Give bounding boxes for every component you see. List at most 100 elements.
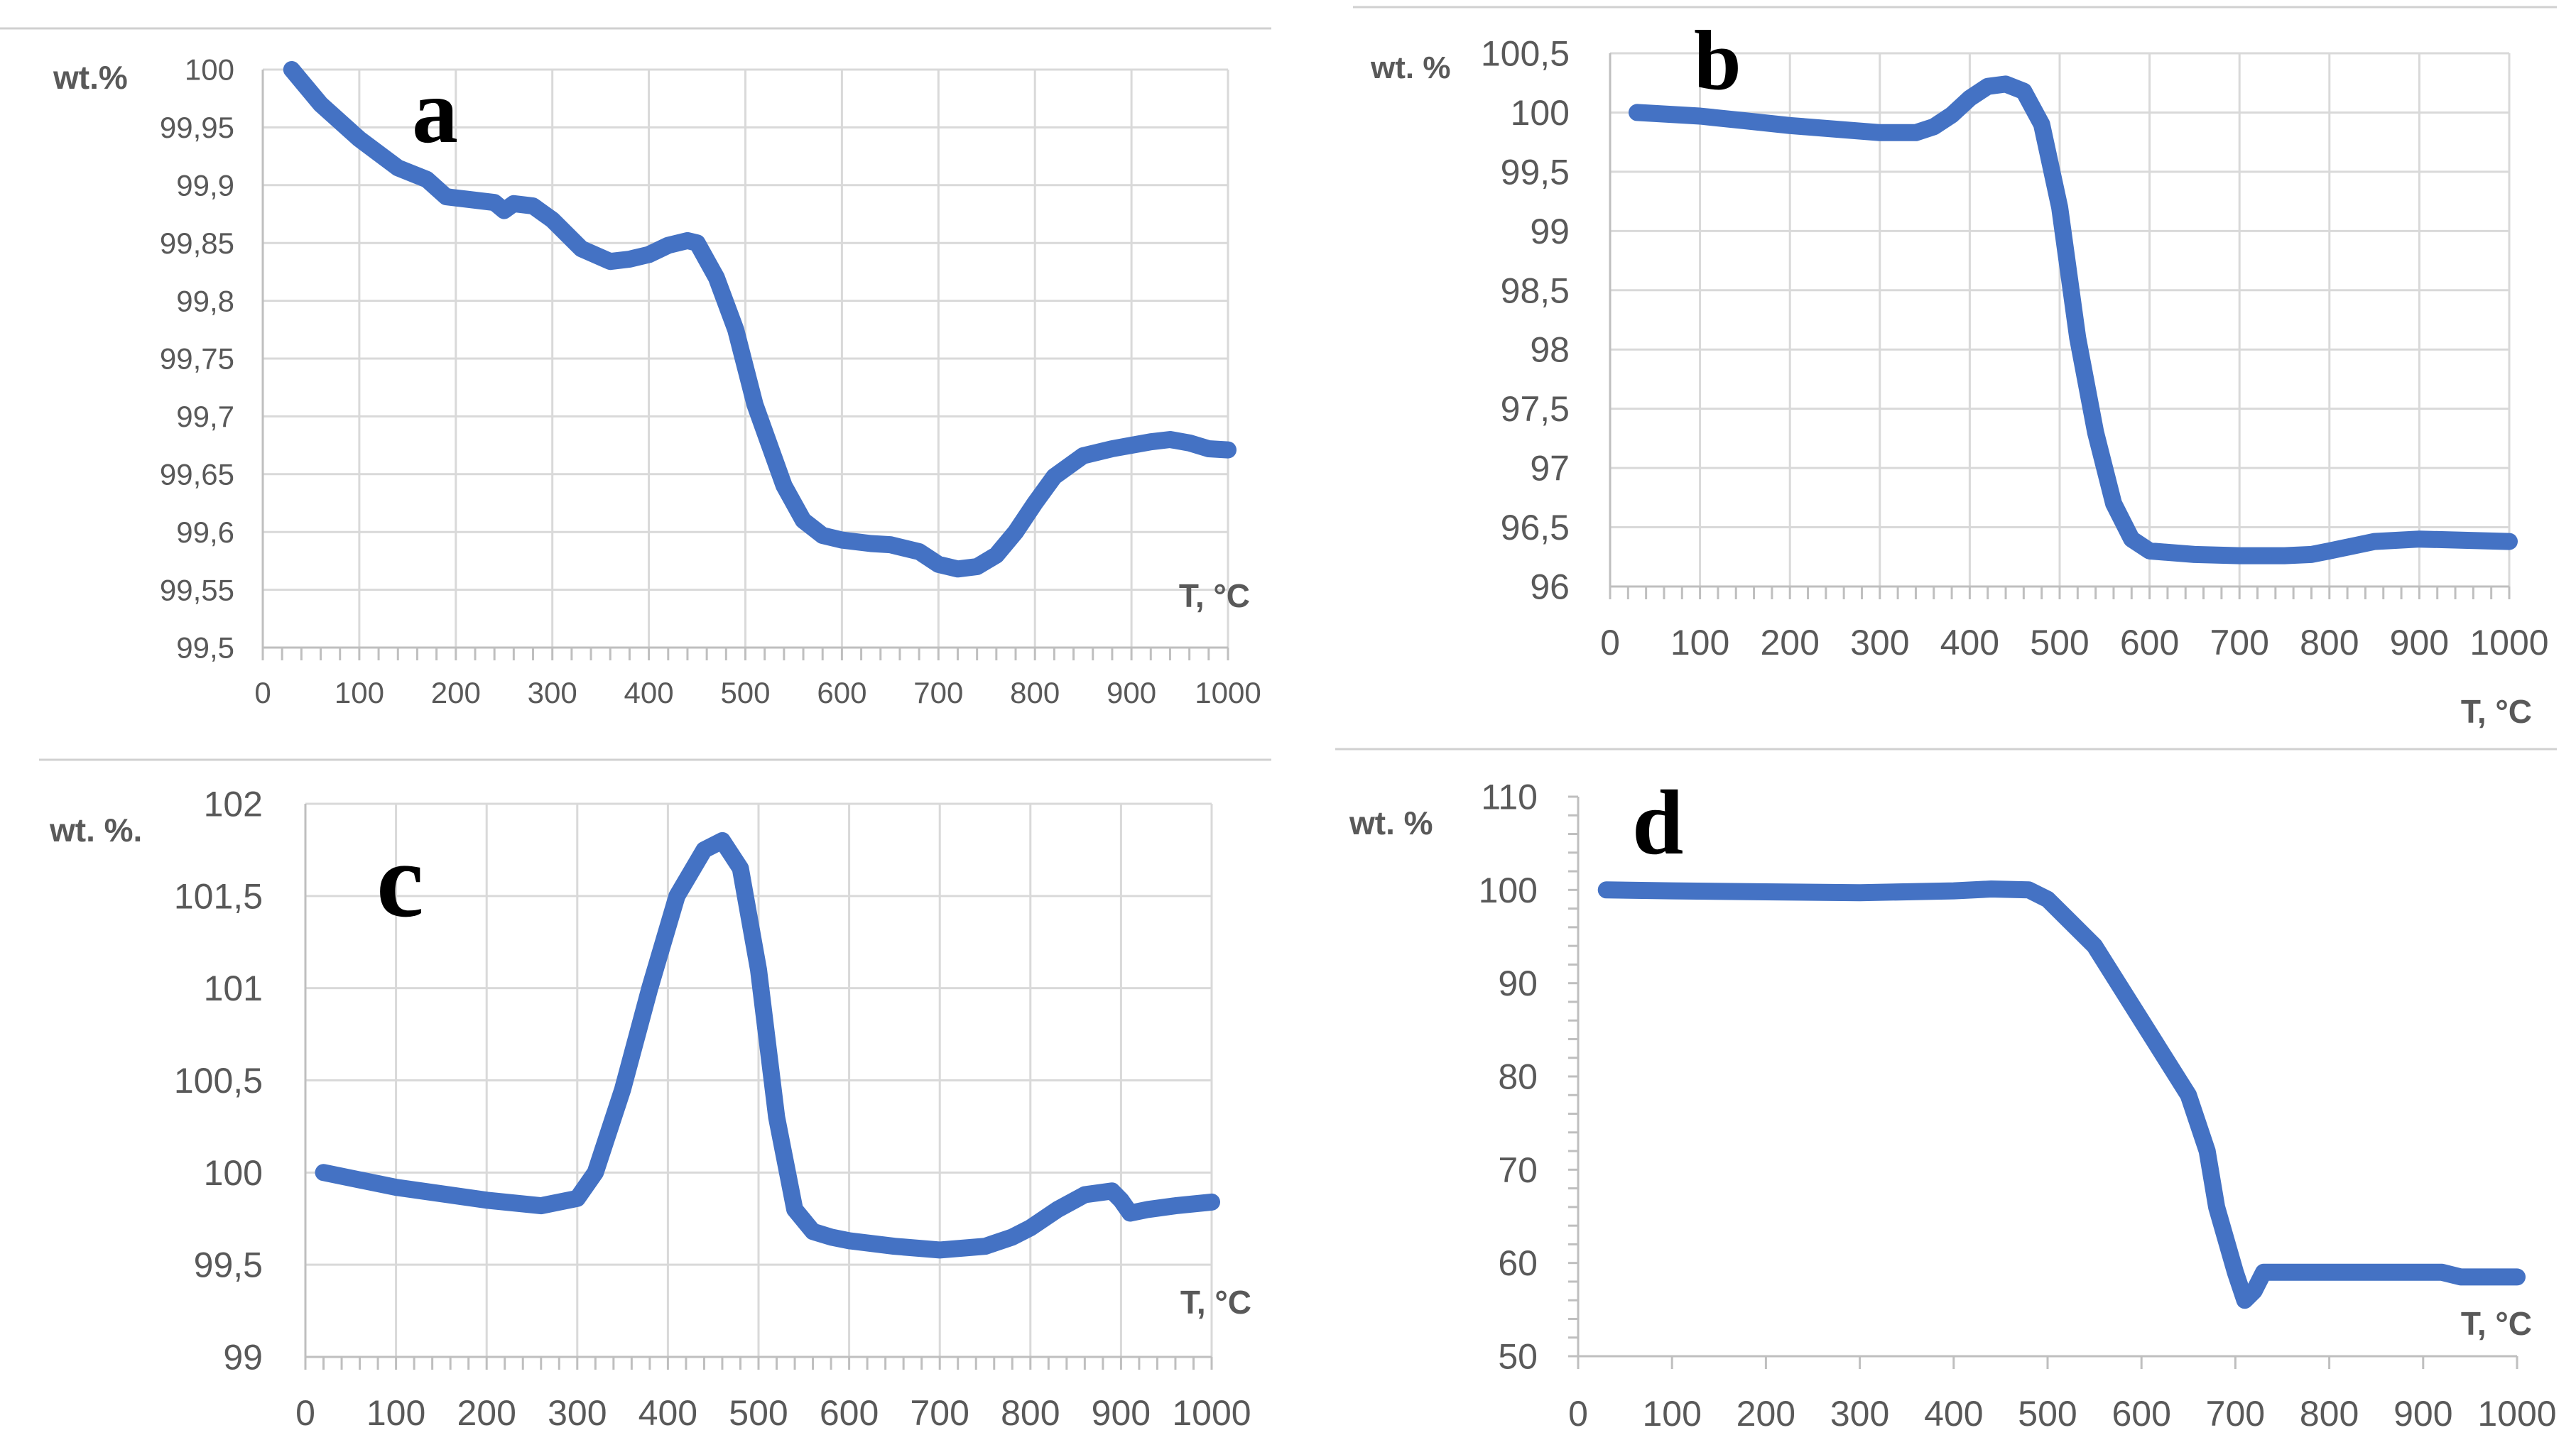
y-tick-label: 97 (1530, 449, 1570, 489)
x-tick-label: 800 (1010, 676, 1060, 709)
x-tick-label: 600 (2112, 1394, 2170, 1434)
y-tick-label: 100,5 (1481, 34, 1570, 74)
y-tick-label: 100 (185, 53, 234, 87)
x-tick-label: 0 (254, 676, 271, 709)
y-tick-label: 96,5 (1501, 508, 1570, 547)
x-tick-label: 900 (2390, 623, 2449, 662)
x-tick-label: 400 (1940, 623, 1999, 662)
x-tick-label: 700 (913, 676, 963, 709)
x-tick-label: 1000 (2469, 623, 2548, 662)
y-tick-label: 70 (1498, 1150, 1538, 1190)
x-tick-label: 800 (2300, 623, 2359, 662)
y-tick-label: 98,5 (1501, 271, 1570, 310)
x-tick-label: 400 (1924, 1394, 1983, 1434)
x-tick-label: 0 (295, 1393, 315, 1433)
x-tick-label: 700 (2210, 623, 2268, 662)
x-tick-label: 800 (1001, 1393, 1060, 1433)
y-tick-label: 100 (1511, 93, 1570, 133)
series-line (1597, 880, 2526, 1309)
y-tick-label: 99 (1530, 212, 1570, 251)
x-tick-label: 500 (2030, 623, 2089, 662)
chart-panel-c: 0 100 200 300 400 500 600 700 800 900 1000 99 99,5 10… (49, 785, 1251, 1434)
y-tick-label: 99,55 (160, 573, 234, 606)
y-tick-label: 98 (1530, 330, 1570, 370)
y-tick-label: 80 (1498, 1057, 1538, 1097)
y-axis-label: wt. %. (49, 812, 142, 849)
y-tick-label: 99 (223, 1338, 263, 1378)
y-tick-label: 100 (1479, 871, 1538, 910)
x-tick-label: 500 (2018, 1394, 2077, 1434)
y-tick-label: 60 (1498, 1243, 1538, 1283)
y-tick-label: 90 (1498, 964, 1538, 1003)
y-axis-label: wt. % (1349, 804, 1433, 841)
x-tick-label: 900 (1092, 1393, 1151, 1433)
y-tick-label: 99,65 (160, 458, 234, 491)
x-tick-label: 300 (1850, 623, 1909, 662)
x-tick-label: 300 (548, 1393, 607, 1433)
x-axis-label: T, °C (2461, 693, 2532, 730)
y-tick-label: 110 (1481, 778, 1538, 817)
x-tick-label: 1000 (1195, 676, 1261, 709)
x-tick-label: 600 (2120, 623, 2179, 662)
y-tick-label: 99,95 (160, 111, 234, 144)
x-tick-label: 0 (1568, 1394, 1588, 1434)
x-tick-label: 100 (366, 1393, 425, 1433)
x-tick-label: 300 (528, 676, 577, 709)
y-tick-label: 99,85 (160, 227, 234, 260)
y-tick-label: 100,5 (174, 1061, 263, 1101)
y-tick-label: 99,8 (176, 284, 234, 317)
x-tick-label: 600 (817, 676, 866, 709)
y-axis-label: wt. % (1370, 50, 1450, 85)
x-tick-label: 600 (820, 1393, 879, 1433)
y-tick-label: 97,5 (1501, 389, 1570, 429)
x-tick-label: 700 (2206, 1394, 2265, 1434)
y-tick-label: 99,5 (194, 1245, 263, 1285)
x-tick-label: 200 (431, 676, 481, 709)
panel-letter: d (1632, 772, 1683, 874)
x-tick-label: 800 (2300, 1394, 2359, 1434)
chart-panel-b: 0 100 200 300 400 500 600 700 800 900 1000 96 96,5 97… (1370, 13, 2549, 730)
series-line (283, 61, 1237, 578)
x-tick-label: 400 (624, 676, 674, 709)
x-tick-label: 700 (910, 1393, 969, 1433)
x-tick-label: 200 (1760, 623, 1819, 662)
y-tick-label: 100 (204, 1153, 263, 1193)
x-axis-label: T, °C (1179, 577, 1250, 614)
x-tick-label: 400 (638, 1393, 697, 1433)
x-tick-label: 500 (720, 676, 770, 709)
x-tick-label: 1000 (2477, 1394, 2556, 1434)
x-tick-label: 0 (1600, 623, 1620, 662)
y-tick-label: 101 (204, 969, 263, 1008)
series-line (1629, 75, 2518, 564)
series-line (315, 831, 1220, 1259)
y-tick-label: 99,9 (176, 169, 234, 202)
x-axis-label: T, °C (1180, 1284, 1251, 1321)
panel-letter: a (412, 60, 458, 163)
x-axis-label: T, °C (2461, 1305, 2532, 1342)
y-tick-label: 102 (204, 785, 263, 824)
y-tick-label: 99,6 (176, 516, 234, 549)
x-tick-label: 900 (2393, 1394, 2452, 1434)
y-tick-label: 96 (1530, 567, 1570, 607)
x-tick-label: 300 (1830, 1394, 1889, 1434)
y-tick-label: 99,7 (176, 400, 234, 433)
x-tick-label: 100 (335, 676, 384, 709)
chart-panel-a: 0 100 200 300 400 500 600 700 800 900 1000 99,5 99,5… (53, 53, 1261, 709)
x-tick-label: 900 (1107, 676, 1156, 709)
x-tick-label: 500 (729, 1393, 788, 1433)
y-tick-label: 50 (1498, 1337, 1538, 1377)
x-tick-label: 100 (1670, 623, 1729, 662)
y-tick-label: 101,5 (174, 876, 263, 916)
y-tick-label: 99,5 (1501, 152, 1570, 192)
x-tick-label: 100 (1642, 1394, 1701, 1434)
chart-panel-d: 0 100 200 300 400 500 600 700 800 900 1000 50 60 70 80… (1349, 772, 2557, 1434)
panel-letter: c (376, 822, 424, 939)
y-axis-label: wt.% (53, 59, 128, 96)
x-tick-label: 200 (1737, 1394, 1795, 1434)
x-tick-label: 1000 (1172, 1393, 1251, 1433)
y-tick-label: 99,5 (176, 631, 234, 665)
panel-letter: b (1694, 13, 1741, 107)
x-tick-label: 200 (457, 1393, 516, 1433)
y-tick-label: 99,75 (160, 342, 234, 376)
